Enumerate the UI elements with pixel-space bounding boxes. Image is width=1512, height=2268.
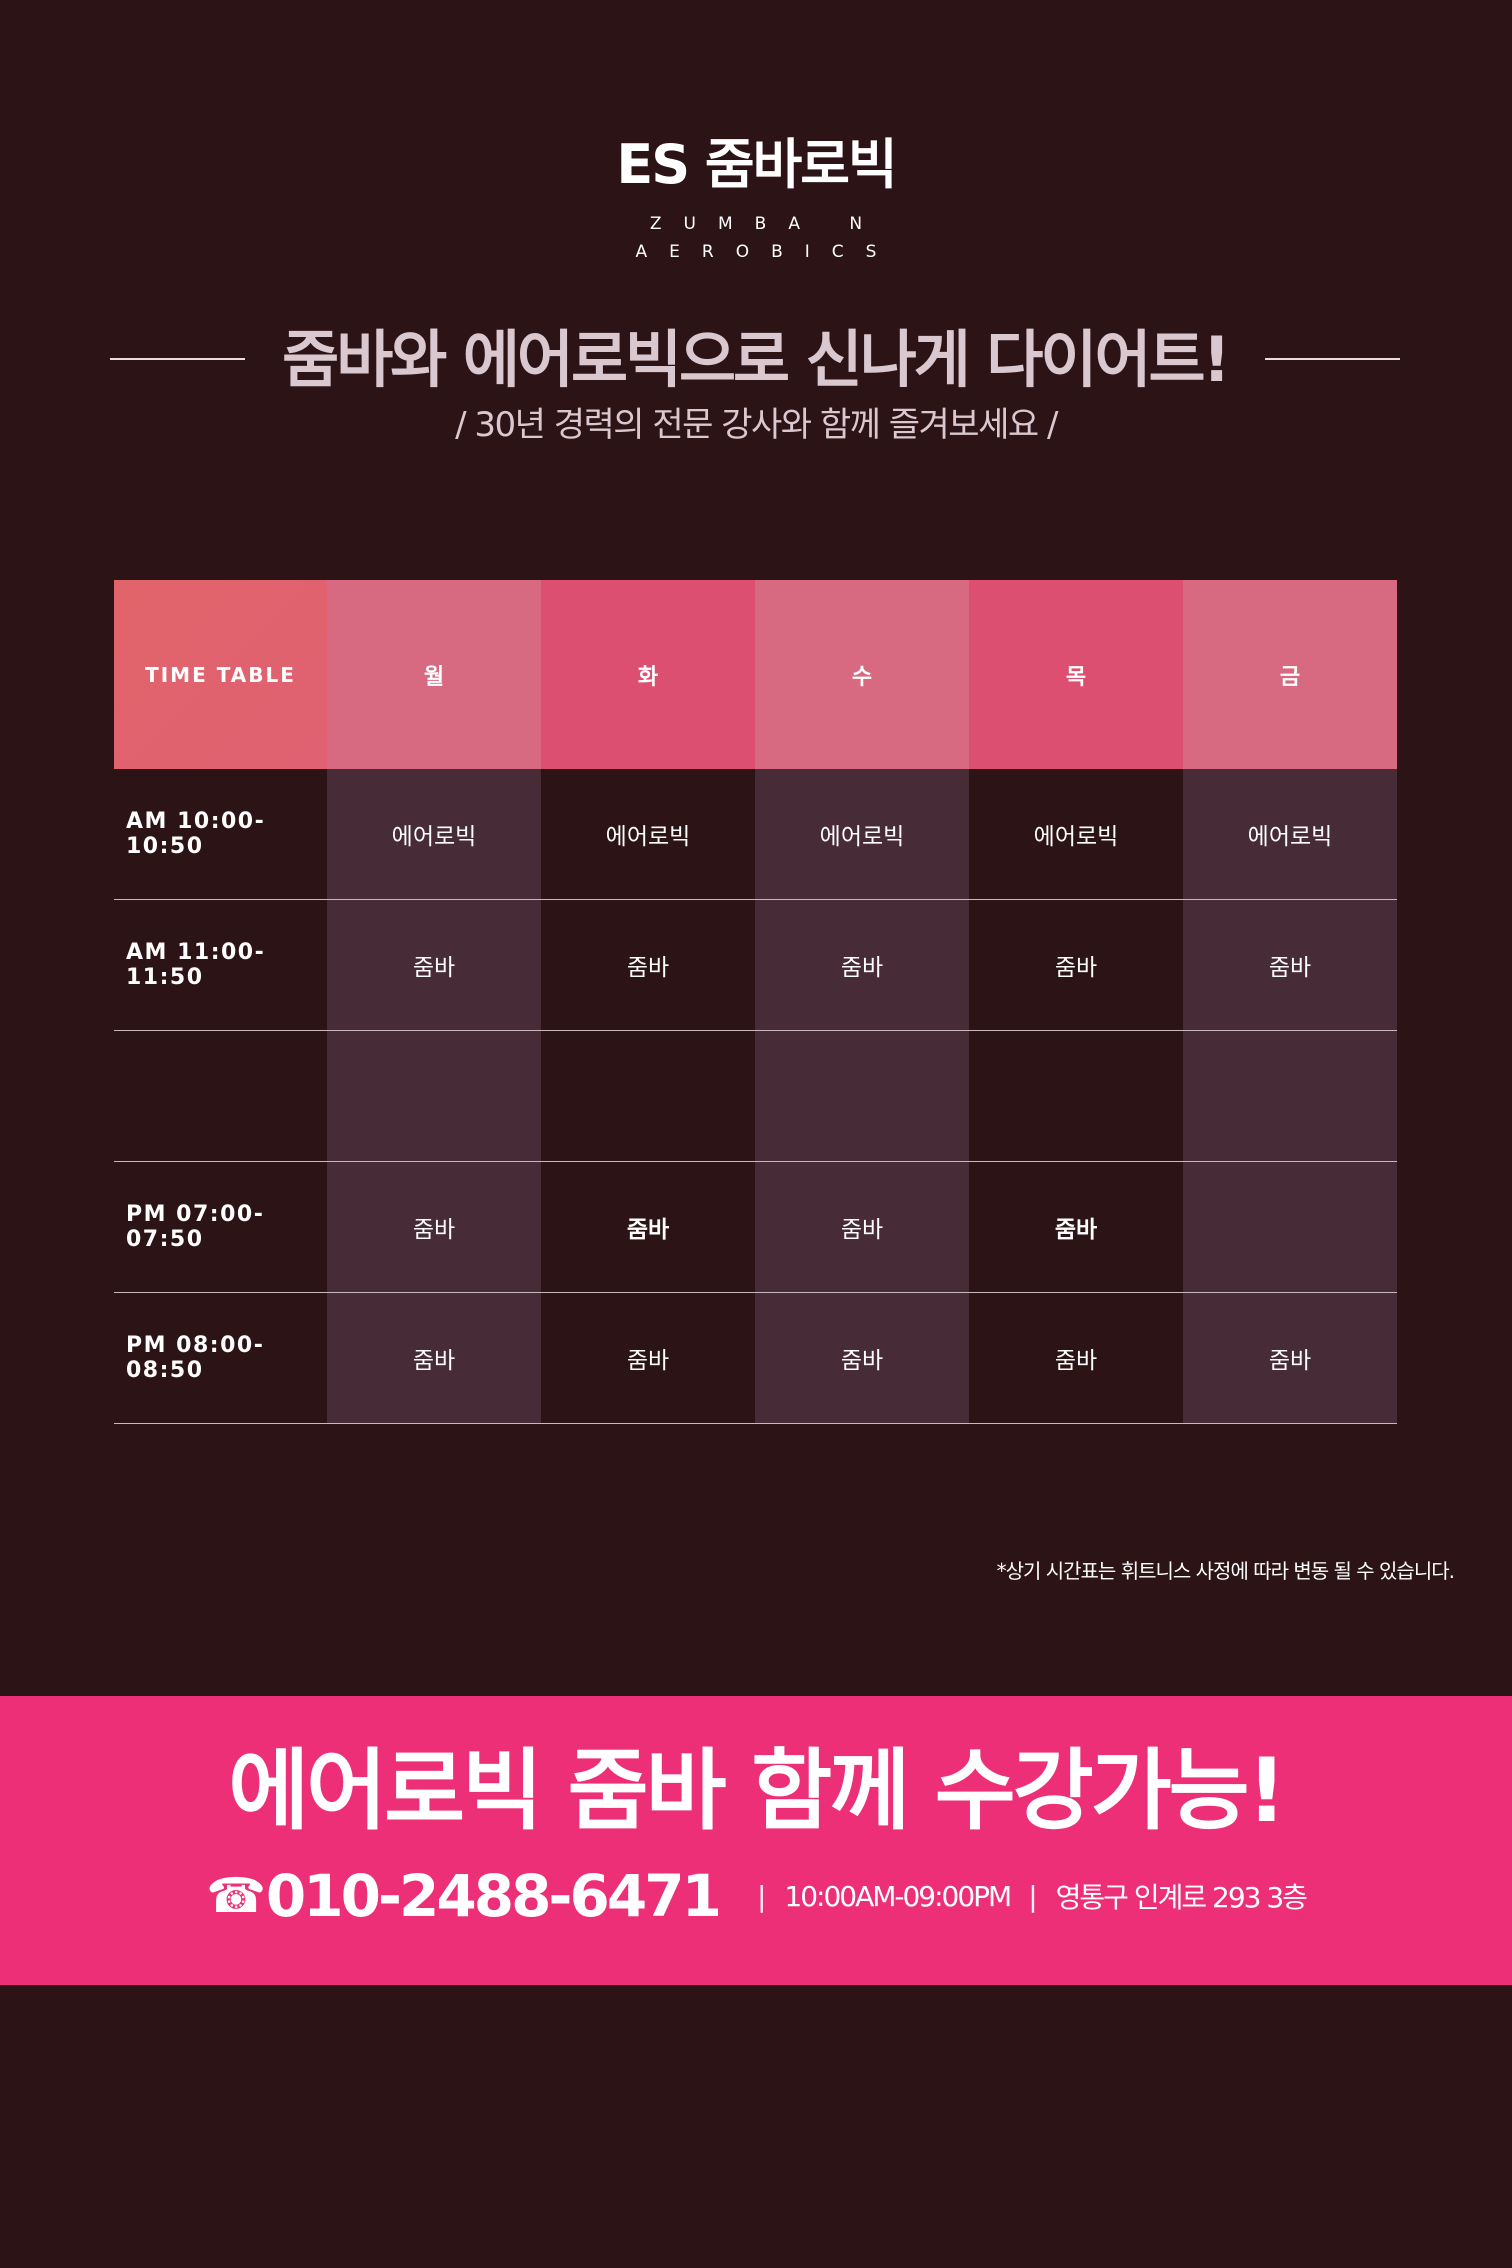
headline-divider-left <box>110 358 245 360</box>
subheadline: / 30년 경력의 전문 강사와 함께 즐겨보세요 / <box>455 405 1058 445</box>
time-label: PM 08:00-08:50 <box>126 1333 265 1383</box>
promo-banner: 에어로빅 줌바 함께 수강가능! ☎ 010-2488-6471 | 10:00… <box>0 1696 1512 1985</box>
timetable-header: TIME TABLE 월 화 수 목 금 <box>114 580 1397 769</box>
class-cell: 줌바 <box>755 1293 969 1423</box>
brand-subtitle-line1: ZUMBA N <box>649 214 885 234</box>
class-cell: 줌바 <box>541 1162 755 1292</box>
class-cell: 줌바 <box>969 900 1183 1030</box>
day-header-thu: 목 <box>969 580 1183 769</box>
headline-divider-right <box>1265 358 1400 360</box>
headline: 줌바와 에어로빅으로 신나게 다이어트! <box>282 323 1231 396</box>
phone-icon: ☎ <box>206 1868 266 1924</box>
timetable-row <box>114 1031 1397 1162</box>
class-cell: 에어로빅 <box>541 769 755 899</box>
phone-number[interactable]: 010-2488-6471 <box>265 1862 722 1930</box>
class-cell <box>541 1031 755 1161</box>
class-cell: 줌바 <box>969 1162 1183 1292</box>
class-cell: 줌바 <box>327 900 541 1030</box>
class-cell: 줌바 <box>541 900 755 1030</box>
schedule-notice: *상기 시간표는 휘트니스 사정에 따라 변동 될 수 있습니다. <box>996 1559 1455 1583</box>
class-cell: 줌바 <box>969 1293 1183 1423</box>
timetable-row: PM 07:00-07:50 줌바 줌바 줌바 줌바 <box>114 1162 1397 1293</box>
timetable-row: AM 11:00-11:50 줌바 줌바 줌바 줌바 줌바 <box>114 900 1397 1031</box>
banner-title: 에어로빅 줌바 함께 수강가능! <box>228 1739 1287 1842</box>
timetable-row: AM 10:00-10:50 에어로빅 에어로빅 에어로빅 에어로빅 에어로빅 <box>114 769 1397 900</box>
time-label: AM 10:00-10:50 <box>126 809 266 859</box>
class-cell: 에어로빅 <box>1183 769 1397 899</box>
class-cell: 줌바 <box>1183 900 1397 1030</box>
day-header-fri: 금 <box>1183 580 1397 769</box>
address: 영통구 인계로 293 3층 <box>1055 1881 1308 1914</box>
day-header-tue: 화 <box>541 580 755 769</box>
class-cell <box>1183 1162 1397 1292</box>
class-cell: 줌바 <box>1183 1293 1397 1423</box>
headline-row: 줌바와 에어로빅으로 신나게 다이어트! <box>0 315 1512 405</box>
class-cell: 에어로빅 <box>755 769 969 899</box>
brand-subtitle-line2: AEROBICS <box>635 242 899 262</box>
time-label <box>114 1031 327 1161</box>
brand-logo: ES 줌바로빅 ZUMBA N AEROBICS <box>0 130 1512 266</box>
timetable: TIME TABLE 월 화 수 목 금 AM 10:00-10:50 에어로빅… <box>114 580 1397 1424</box>
brand-name: ES 줌바로빅 <box>616 133 897 196</box>
class-cell <box>327 1031 541 1161</box>
class-cell: 줌바 <box>755 900 969 1030</box>
class-cell: 줌바 <box>327 1162 541 1292</box>
class-cell: 줌바 <box>327 1293 541 1423</box>
day-header-mon: 월 <box>327 580 541 769</box>
class-cell <box>755 1031 969 1161</box>
contact-info: ☎ 010-2488-6471 | 10:00AM-09:00PM | 영통구 … <box>0 1856 1512 1936</box>
class-cell: 에어로빅 <box>327 769 541 899</box>
day-header-wed: 수 <box>755 580 969 769</box>
class-cell <box>969 1031 1183 1161</box>
timetable-corner-label: TIME TABLE <box>114 580 327 769</box>
separator: | <box>756 1879 767 1913</box>
class-cell <box>1183 1031 1397 1161</box>
class-cell: 줌바 <box>755 1162 969 1292</box>
separator: | <box>1028 1879 1038 1913</box>
time-label: AM 11:00-11:50 <box>126 940 266 990</box>
business-hours: 10:00AM-09:00PM <box>784 1879 1012 1913</box>
time-label: PM 07:00-07:50 <box>126 1202 265 1252</box>
class-cell: 줌바 <box>541 1293 755 1423</box>
class-cell: 에어로빅 <box>969 769 1183 899</box>
timetable-row: PM 08:00-08:50 줌바 줌바 줌바 줌바 줌바 <box>114 1293 1397 1424</box>
timetable-body: AM 10:00-10:50 에어로빅 에어로빅 에어로빅 에어로빅 에어로빅 … <box>114 769 1397 1424</box>
